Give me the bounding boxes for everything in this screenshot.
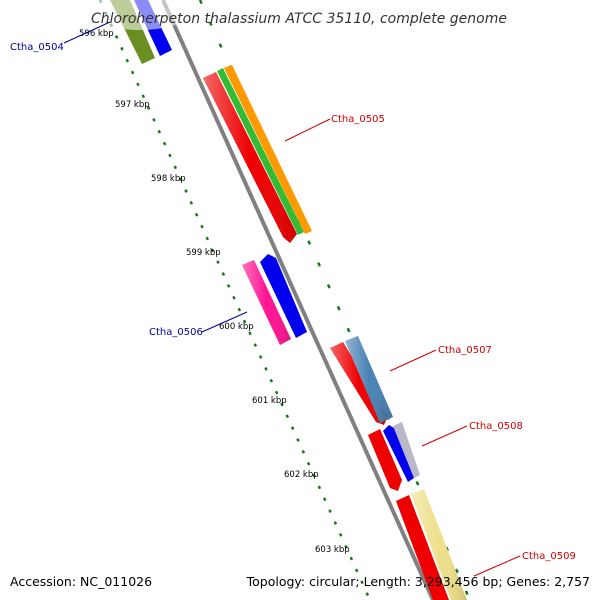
blue-cds-0506[interactable]	[260, 254, 307, 338]
feature-track	[110, 0, 467, 600]
gene-label-ctha-0509[interactable]: Ctha_0509	[522, 551, 576, 562]
tick-label: 602 kbp	[284, 470, 319, 480]
gene-label-ctha-0506[interactable]: Ctha_0506	[149, 327, 203, 338]
gc-track-inner	[98, 0, 372, 600]
tick-label: 601 kbp	[252, 396, 287, 406]
gene-label-ctha-0508[interactable]: Ctha_0508	[469, 421, 523, 432]
accession-label: Accession: NC_011026	[10, 574, 152, 589]
tick-label: 599 kbp	[186, 248, 221, 258]
tick-labels: 596 kbp 597 kbp 598 kbp 599 kbp 600 kbp …	[79, 29, 350, 555]
orange-cds-0505[interactable]	[224, 65, 312, 234]
top-fade	[85, 0, 195, 30]
red-cds-0508[interactable]	[368, 429, 402, 491]
tick-label: 603 kbp	[315, 545, 350, 555]
tick-label: 596 kbp	[79, 29, 114, 39]
tick-label: 598 kbp	[151, 174, 186, 184]
label-connectors	[63, 21, 521, 577]
feature-shading	[203, 72, 467, 600]
gene-label-ctha-0505[interactable]: Ctha_0505	[331, 114, 385, 125]
grey-cds-0508[interactable]	[393, 422, 420, 478]
map-title: Chloroherpeton thalassium ATCC 35110, co…	[91, 11, 507, 27]
red-cds-0509[interactable]	[396, 495, 449, 600]
tick-label: 600 kbp	[219, 322, 254, 332]
gene-label-ctha-0504[interactable]: Ctha_0504	[10, 42, 64, 53]
blue-cds-0508[interactable]	[383, 425, 414, 482]
genome-backbone	[161, 0, 435, 600]
tick-label: 597 kbp	[115, 100, 150, 110]
topology-summary: Topology: circular; Length: 3,293,456 bp…	[246, 574, 590, 589]
green-cds-0505[interactable]	[217, 68, 304, 235]
gene-label-ctha-0507[interactable]: Ctha_0507	[438, 345, 492, 356]
gene-labels: Ctha_0504 Ctha_0505 Ctha_0506 Ctha_0507 …	[10, 42, 576, 562]
